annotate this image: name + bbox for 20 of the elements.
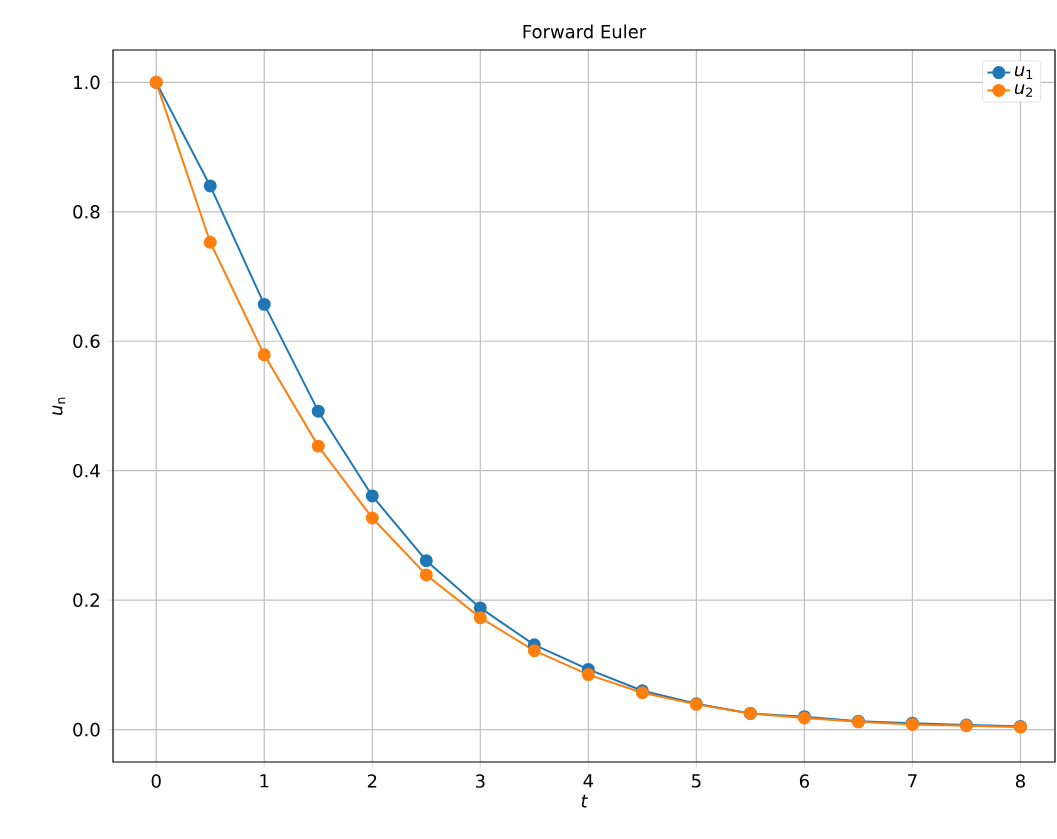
x-tick-label: 1	[260, 774, 269, 788]
x-tick-label: 4	[583, 774, 594, 788]
x-tick-label: 7	[908, 774, 917, 788]
x-tick-label: 3	[475, 774, 485, 788]
y-tick-label: 0.6	[73, 334, 100, 349]
y-tick-label: 1.0	[74, 75, 100, 90]
y-tick-label: 0.4	[73, 463, 100, 478]
chart-title: Forward Euler	[523, 24, 647, 39]
legend-label: u$_{2}$	[1014, 84, 1033, 97]
y-tick-label: 0.8	[73, 205, 100, 219]
x-axis-title: t	[581, 794, 589, 808]
x-tick-label: 5	[692, 774, 701, 788]
y-axis-title: u$_{n}$	[52, 397, 66, 415]
x-tick-label: 2	[367, 774, 377, 788]
y-tick-label: 0.0	[73, 722, 100, 737]
legend-label: u$_{1}$	[1014, 66, 1033, 79]
x-tick-label: 6	[799, 774, 809, 788]
x-tick-label: 0	[151, 774, 161, 788]
x-tick-label: 8	[1015, 774, 1025, 788]
y-tick-label: 0.2	[73, 593, 99, 607]
